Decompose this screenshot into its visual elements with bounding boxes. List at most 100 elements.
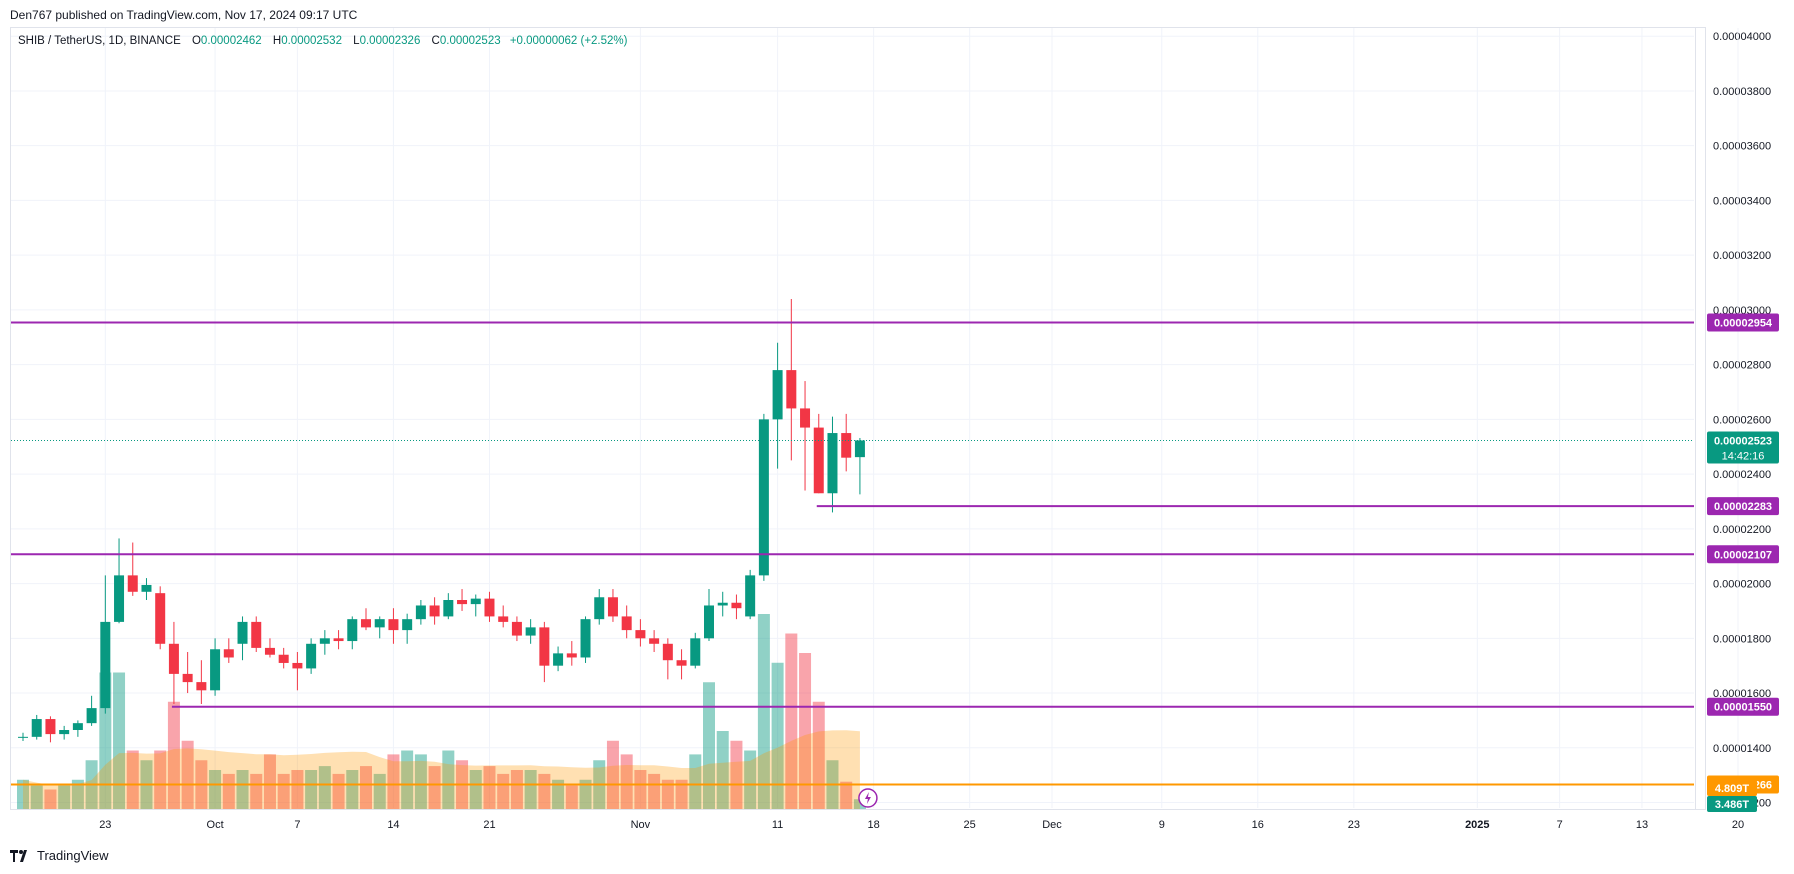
candle-body	[443, 600, 454, 617]
candle-body	[155, 593, 166, 644]
volume-bar	[565, 785, 578, 809]
candle-body	[18, 736, 28, 738]
time-tick-label: Dec	[1042, 819, 1062, 831]
candle-body	[141, 584, 152, 592]
volume-bar	[606, 740, 619, 809]
volume-bar	[332, 773, 345, 809]
volume-value-label: 3.486T	[1715, 799, 1750, 811]
candle-body	[717, 602, 728, 606]
volume-bar	[689, 754, 702, 809]
change-value: +0.00000062 (+2.52%)	[509, 35, 628, 47]
volume-bar	[236, 770, 249, 809]
volume-bar	[744, 750, 757, 809]
volume-bar	[401, 750, 414, 809]
candle-body	[223, 649, 234, 658]
volume-bar	[483, 766, 496, 809]
candle-body	[676, 660, 687, 666]
candle-body	[168, 643, 179, 674]
candle-body	[292, 662, 303, 669]
volume-bar	[181, 740, 194, 809]
price-tick-label: 0.00002800	[1713, 360, 1771, 372]
time-tick-label: 23	[1348, 819, 1360, 831]
candle-body	[662, 643, 673, 661]
volume-bar	[730, 740, 743, 809]
candle-body	[306, 643, 317, 669]
volume-bar	[661, 779, 674, 809]
volume-bar	[414, 754, 427, 809]
candle-body	[210, 649, 221, 691]
candle-body	[813, 427, 824, 494]
candle-body	[251, 621, 262, 648]
candle-body	[594, 597, 605, 620]
volume-bar	[799, 653, 812, 809]
volume-bar	[538, 773, 551, 809]
candle-body	[758, 419, 769, 576]
candle-body	[264, 647, 275, 655]
volume-bar	[634, 770, 647, 809]
volume-bar	[648, 773, 661, 809]
candle-body	[854, 440, 865, 458]
candle-body	[59, 730, 70, 735]
time-tick-label: 11	[772, 819, 783, 831]
candle-body	[511, 621, 522, 636]
volume-bar	[154, 750, 167, 809]
level-price-tag	[1707, 697, 1779, 716]
volume-bar	[167, 701, 180, 809]
volume-bar	[620, 754, 633, 809]
low-label: L	[353, 35, 360, 47]
candle-body	[333, 638, 344, 642]
symbol-name: SHIB / TetherUS, 1D, BINANCE	[18, 35, 181, 47]
time-tick-label: 25	[964, 819, 976, 831]
volume-bar	[442, 750, 455, 809]
candle-body	[86, 708, 97, 724]
price-tick-label: 0.00003200	[1713, 250, 1771, 262]
volume-bar	[716, 731, 729, 809]
time-tick-label: 21	[483, 819, 495, 831]
candle-body	[607, 597, 618, 617]
candle-body	[127, 575, 138, 592]
price-tick-label: 0.00002400	[1713, 469, 1771, 481]
level-price-label: 0.00001550	[1714, 702, 1772, 714]
time-tick-label: Nov	[631, 819, 651, 831]
candle-body	[45, 719, 56, 735]
price-tick-label: 0.00001800	[1713, 633, 1771, 645]
volume-bar	[71, 779, 84, 809]
close-value: 0.00002523	[439, 35, 501, 47]
time-tick-label: 7	[1557, 819, 1563, 831]
volume-bar	[30, 785, 43, 809]
candle-body	[827, 433, 838, 494]
candle-body	[388, 619, 399, 631]
tradingview-footer[interactable]: TradingView	[10, 848, 109, 863]
candle-body	[457, 600, 468, 605]
candle-body	[31, 719, 42, 737]
level-price-label: 0.00002954	[1714, 317, 1773, 329]
candle-body	[429, 605, 440, 617]
open-label: O	[191, 35, 201, 47]
level-price-tag	[1707, 313, 1779, 332]
volume-bar	[373, 773, 386, 809]
volume-bar	[17, 779, 29, 809]
time-tick-label: 23	[99, 819, 111, 831]
candle-body	[566, 653, 577, 658]
candle-body	[402, 619, 413, 631]
volume-ma-area	[23, 730, 860, 809]
volume-bar	[346, 770, 359, 809]
volume-bar	[579, 779, 592, 809]
time-tick-label: 7	[294, 819, 300, 831]
volume-bar	[44, 789, 57, 809]
candle-body	[745, 575, 756, 617]
volume-bar	[812, 701, 825, 809]
candle-body	[800, 408, 811, 428]
volume-value-label: 4.809T	[1715, 783, 1750, 795]
tradingview-logo-icon	[10, 849, 27, 862]
candle-body	[72, 723, 83, 730]
candle-body	[649, 638, 660, 644]
volume-bar	[277, 773, 290, 809]
volume-bar	[209, 770, 222, 809]
volume-bar	[387, 754, 400, 809]
candle-body	[319, 638, 330, 644]
volume-bar	[58, 785, 71, 809]
candle-body	[415, 605, 426, 620]
time-tick-label: 16	[1252, 819, 1264, 831]
